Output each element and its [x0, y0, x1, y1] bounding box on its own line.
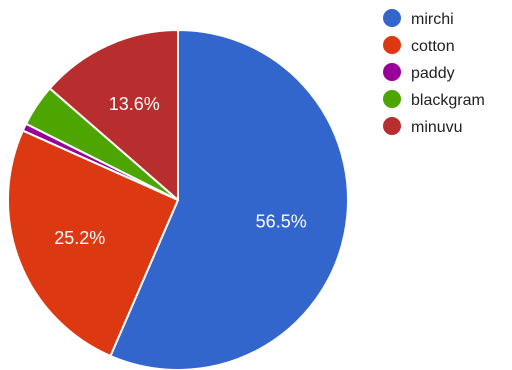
legend-item-cotton[interactable]: cotton [383, 36, 455, 55]
slice-value-label-cotton: 25.2% [54, 228, 105, 248]
legend-item-minuvu[interactable]: minuvu [383, 117, 463, 136]
slice-value-label-minuvu: 13.6% [109, 94, 160, 114]
legend-label-cotton: cotton [411, 38, 455, 55]
pie-slice-mirchi[interactable] [109, 29, 349, 370]
pie-slice-minuvu[interactable] [48, 29, 179, 201]
legend-swatch-paddy [383, 63, 401, 81]
legend-label-blackgram: blackgram [411, 92, 485, 109]
slice-value-label-mirchi: 56.5% [256, 211, 307, 231]
pie-slice-labels: 56.5% 25.2% 13.6% [54, 94, 306, 248]
legend-item-mirchi[interactable]: mirchi [383, 9, 454, 28]
legend-item-blackgram[interactable]: blackgram [383, 90, 485, 109]
pie-slices [7, 29, 349, 370]
pie-slice-cotton[interactable] [7, 129, 179, 358]
legend-swatch-mirchi [383, 9, 401, 27]
legend-label-mirchi: mirchi [411, 11, 454, 28]
legend-swatch-blackgram [383, 90, 401, 108]
legend: mirchi cotton paddy blackgram minuvu [383, 9, 485, 136]
legend-swatch-cotton [383, 36, 401, 54]
legend-item-paddy[interactable]: paddy [383, 63, 455, 82]
legend-swatch-minuvu [383, 117, 401, 135]
legend-label-paddy: paddy [411, 65, 455, 82]
legend-label-minuvu: minuvu [411, 119, 463, 136]
